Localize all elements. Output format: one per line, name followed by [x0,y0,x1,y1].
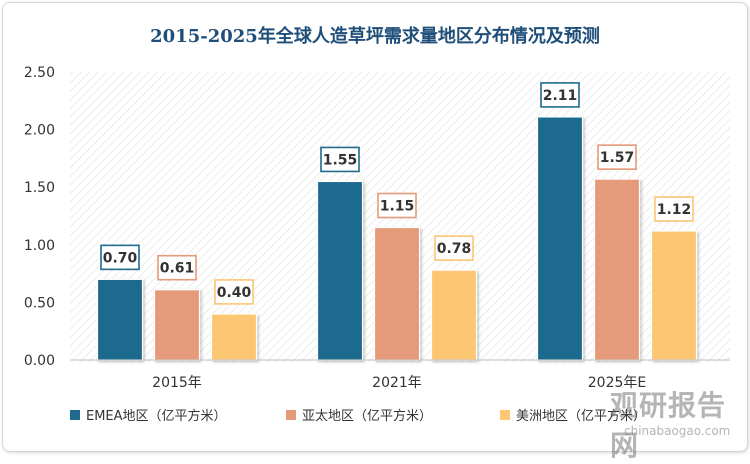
legend: EMEA地区（亿平方米） 亚太地区（亿平方米） 美洲地区（亿平方米） [70,408,646,424]
legend-label: 亚太地区（亿平方米） [302,408,432,424]
data-label: 1.12 [657,202,692,218]
y-axis: 0.00 0.50 1.00 1.50 2.00 2.50 [24,65,55,369]
data-label: 1.57 [600,150,635,166]
legend-swatch [70,410,80,420]
data-label: 0.40 [217,285,252,301]
data-label-box [377,192,417,219]
x-tick-label: 2025年E [588,375,646,391]
data-labels-group: 0.70 0.61 0.40 1.55 1.15 0.78 2.11 1.57 1.12 [100,82,694,305]
watermark-logo: 观研报告网 [610,389,727,462]
bar [650,230,698,361]
y-tick-label: 0.00 [24,353,55,369]
bar [536,116,584,361]
y-tick-label: 0.50 [24,295,55,311]
x-tick-label: 2015年 [152,375,202,391]
watermark: 观研报告网 chinabaogao.com [610,384,750,462]
data-label-box [434,235,474,261]
x-tick-label: 2021年 [372,375,422,391]
x-axis: 2015年 2021年 2025年E [70,359,730,391]
y-tick-label: 2.00 [24,123,55,139]
bar [373,226,421,361]
bar [153,289,201,361]
bar [210,313,258,361]
legend-swatch [286,410,296,420]
data-label-box [157,254,197,281]
data-label-box [540,82,580,108]
bar [316,180,364,361]
data-label: 0.61 [160,261,195,277]
data-label: 0.78 [437,241,472,257]
y-tick-label: 1.00 [24,238,55,254]
chart-title: 2015-2025年全球人造草坪需求量地区分布情况及预测 [150,26,600,47]
data-label-box [100,244,140,271]
data-label-box [214,279,254,305]
bars-group [96,116,698,361]
bar [593,178,641,361]
data-label: 1.15 [380,199,415,215]
data-label-box [320,146,360,173]
chart-svg: 0.00 0.50 1.00 1.50 2.00 2.50 0.70 0.61 0.40 1.5… [24,65,730,424]
legend-label: 美洲地区（亿平方米） [516,408,646,424]
y-tick-label: 1.50 [24,180,55,196]
y-tick-label: 2.50 [24,65,55,81]
bar [96,278,144,361]
data-label-box [654,196,694,222]
data-label: 1.55 [323,152,358,168]
data-label: 0.70 [103,250,138,266]
data-label: 2.11 [543,88,578,104]
bar [430,269,478,361]
legend-swatch [500,410,510,420]
legend-label: EMEA地区（亿平方米） [86,408,227,424]
data-label-box [597,144,637,170]
watermark-code: chinabaogao.com [624,424,731,438]
